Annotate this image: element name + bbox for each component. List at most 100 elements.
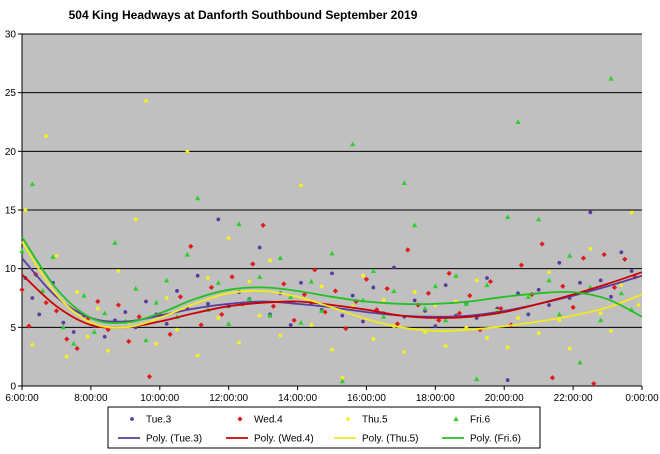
point-thu-5 [226, 236, 231, 241]
y-tick-label: 0 [10, 382, 16, 393]
x-tick-label: 0:00:00 [625, 393, 659, 404]
point-fri-6 [184, 251, 190, 257]
point-thu-5 [505, 345, 510, 350]
point-wed-4 [136, 314, 142, 320]
point-thu-5 [547, 270, 551, 275]
point-wed-4 [19, 287, 25, 293]
point-thu-5 [609, 328, 613, 333]
legend-label: Fri.6 [470, 415, 490, 426]
point-wed-4 [487, 278, 494, 285]
point-tue-3 [340, 313, 345, 318]
chart-title: 504 King Headways at Danforth Southbound… [69, 8, 418, 22]
point-thu-5 [175, 327, 179, 332]
point-tue-3 [619, 250, 624, 255]
legend-label: Poly. (Fri.6) [470, 434, 521, 445]
point-tue-3 [361, 319, 365, 324]
point-wed-4 [208, 284, 215, 291]
point-wed-4 [343, 325, 349, 332]
point-thu-5 [54, 253, 59, 258]
point-wed-4 [539, 241, 545, 247]
point-fri-6 [81, 292, 87, 298]
point-fri-6 [29, 181, 35, 187]
point-fri-6 [453, 272, 459, 278]
legend-label: Poly. (Tue.3) [146, 434, 202, 445]
point-wed-4 [53, 308, 60, 314]
point-thu-5 [185, 149, 190, 154]
point-wed-4 [146, 374, 153, 380]
x-tick-label: 10:00:00 [140, 393, 179, 404]
point-fri-6 [443, 317, 449, 323]
point-fri-6 [432, 283, 438, 289]
point-wed-4 [394, 321, 401, 327]
point-wed-4 [177, 294, 184, 300]
point-thu-5 [299, 183, 303, 188]
point-fri-6 [370, 268, 376, 274]
point-wed-4 [353, 298, 359, 305]
x-tick-label: 12:00:00 [209, 393, 248, 404]
point-thu-5 [619, 283, 624, 287]
point-thu-5 [268, 258, 272, 263]
point-fri-6 [91, 329, 97, 335]
point-fri-6 [546, 277, 552, 283]
point-fri-6 [288, 294, 294, 299]
point-tue-3 [164, 321, 169, 326]
point-thu-5 [133, 217, 138, 222]
point-wed-4 [219, 311, 225, 318]
point-fri-6 [153, 299, 159, 305]
point-thu-5 [154, 341, 159, 346]
point-fri-6 [350, 141, 356, 147]
point-tue-3 [71, 330, 76, 334]
point-fri-6 [525, 294, 531, 299]
point-tue-3 [299, 280, 303, 285]
point-fri-6 [50, 254, 56, 259]
y-tick-label: 20 [5, 147, 17, 158]
legend-label: Wed.4 [254, 415, 283, 426]
point-wed-4 [384, 286, 390, 292]
y-tick-label: 15 [5, 206, 17, 217]
point-wed-4 [188, 243, 194, 249]
point-fri-6 [463, 301, 469, 306]
y-tick-label: 30 [5, 30, 17, 41]
point-fri-6 [102, 310, 108, 316]
point-thu-5 [443, 344, 448, 349]
legend-label: Poly. (Wed.4) [254, 434, 314, 445]
point-tue-3 [443, 283, 448, 287]
point-thu-5 [464, 325, 469, 330]
point-tue-3 [578, 280, 582, 285]
trendline [21, 241, 643, 332]
point-fri-6 [195, 195, 201, 201]
point-fri-6 [71, 340, 77, 346]
point-thu-5 [474, 278, 479, 283]
y-axis: 0 5 10 15 20 25 30 [5, 30, 642, 393]
point-thu-5 [309, 323, 314, 327]
point-thu-5 [330, 347, 334, 352]
point-fri-6 [381, 313, 387, 319]
point-thu-5 [340, 375, 345, 380]
point-thu-5 [636, 303, 641, 307]
point-thu-5 [144, 98, 148, 103]
point-wed-4 [456, 310, 463, 316]
point-wed-4 [250, 261, 256, 267]
point-tue-3 [257, 245, 262, 250]
point-thu-5 [402, 350, 407, 354]
point-thu-5 [257, 313, 262, 318]
point-fri-6 [536, 216, 542, 222]
point-fri-6 [401, 180, 407, 186]
point-fri-6 [267, 312, 273, 318]
point-wed-4 [436, 317, 442, 323]
point-thu-5 [536, 331, 541, 336]
point-wed-4 [549, 375, 556, 381]
point-thu-5 [598, 311, 603, 316]
point-tue-3 [330, 271, 334, 276]
point-wed-4 [498, 305, 504, 312]
point-fri-6 [143, 337, 149, 343]
point-wed-4 [622, 256, 628, 262]
point-wed-4 [115, 302, 122, 308]
x-tick-label: 14:00:00 [278, 393, 317, 404]
point-thu-5 [30, 343, 35, 347]
x-tick-label: 22:00:00 [554, 393, 593, 404]
point-thu-5 [485, 335, 489, 340]
point-fri-6 [164, 277, 170, 283]
y-tick-label: 25 [5, 88, 17, 99]
point-wed-4 [425, 290, 432, 296]
